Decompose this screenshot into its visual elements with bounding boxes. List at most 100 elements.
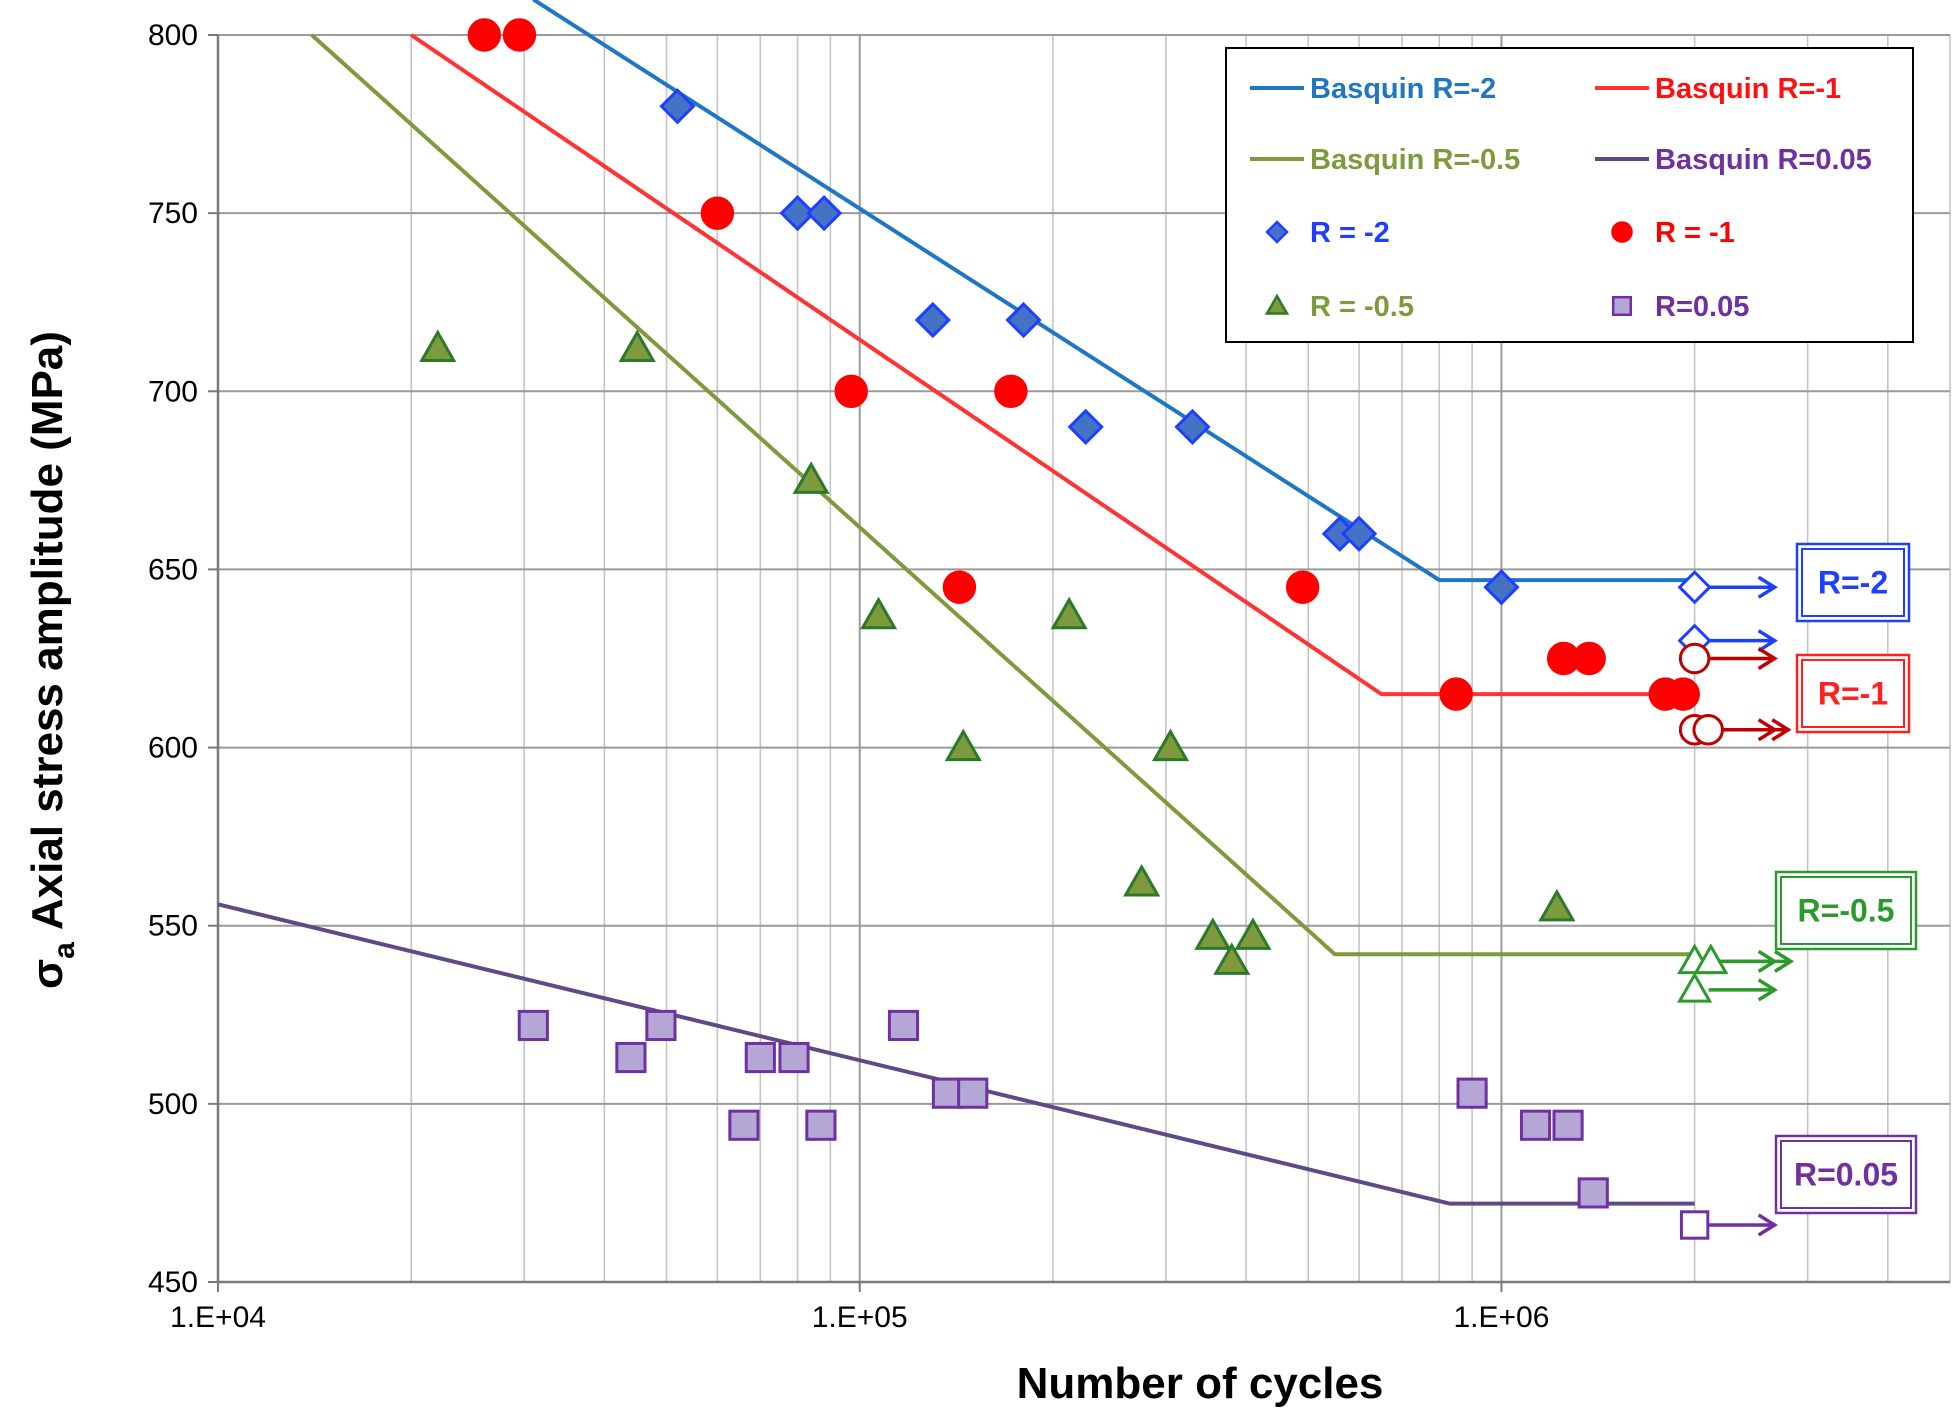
legend-swatch (1611, 221, 1633, 243)
annotation-box-inner (1801, 659, 1905, 728)
data-point (1123, 863, 1161, 897)
data-point (1340, 515, 1378, 552)
annotation-box-outer (1774, 870, 1918, 951)
data-point (1050, 596, 1088, 630)
y-tick-label: 800 (148, 19, 198, 52)
data-point (700, 196, 735, 230)
runout-arrowhead (1773, 949, 1795, 973)
data-point (1151, 728, 1190, 762)
data-point (744, 1041, 776, 1074)
y-axis-title: σa Axial stress amplitude (MPa) (23, 331, 81, 989)
data-point (1285, 570, 1320, 604)
basquin-line (310, 33, 1695, 957)
data-point (502, 18, 537, 52)
annotation-label: R=-1 (1818, 676, 1888, 712)
legend-label: Basquin R=0.05 (1655, 144, 1872, 176)
annotation-label: R=0.05 (1794, 1157, 1898, 1193)
y-tick-label: 550 (148, 910, 198, 943)
annotation-box-outer (1774, 1134, 1918, 1215)
annotation-label: R=-0.5 (1798, 893, 1895, 929)
runout-arrowhead (1757, 647, 1778, 670)
data-point (805, 195, 843, 232)
y-axis-title-text: Axial stress amplitude (MPa) (23, 331, 72, 930)
data-point (834, 374, 868, 408)
annotation-box-inner (1780, 1140, 1912, 1209)
basquin-lines-layer (217, 0, 1695, 1206)
data-point (779, 195, 816, 232)
data-point (1572, 641, 1606, 676)
y-tick-label: 700 (148, 375, 198, 408)
basquin-line (532, 0, 1695, 583)
data-point (994, 374, 1028, 408)
runout-marker (1677, 570, 1712, 605)
y-tick-label: 500 (148, 1088, 198, 1121)
data-point (618, 329, 656, 363)
data-point (942, 570, 977, 604)
legend-box (1225, 47, 1914, 343)
runout-marker (1677, 971, 1713, 1003)
data-point (1067, 408, 1104, 446)
annotation-label: R=-2 (1818, 565, 1888, 601)
data-point (1577, 1177, 1609, 1209)
data-point (1666, 677, 1700, 711)
annotation-box-outer (1795, 653, 1911, 734)
data-point (659, 88, 696, 125)
data-point (1519, 1109, 1552, 1141)
data-point (944, 728, 982, 762)
runout-arrowhead (1757, 1213, 1778, 1237)
data-point (1005, 301, 1042, 339)
legend-label: Basquin R=-2 (1310, 73, 1496, 105)
data-point (419, 329, 457, 363)
axes-layer: 450 500 550 600 650 700 750 800 1.E+04 1.E+05 1.E+… (148, 19, 1950, 1334)
runout-layer (1677, 570, 1795, 1240)
data-point (1234, 917, 1272, 950)
x-axis-title: Number of cycles (1017, 1359, 1384, 1408)
data-point (805, 1109, 837, 1141)
data-point (1456, 1077, 1488, 1109)
runout-arrowhead (1757, 575, 1778, 599)
legend-swatch (1265, 220, 1289, 244)
y-tick-label: 450 (148, 1266, 198, 1299)
data-point (792, 461, 830, 494)
runout-marker (1679, 1210, 1710, 1240)
annotation-box-inner (1801, 548, 1905, 617)
data-point (1483, 569, 1520, 606)
legend-label: R = -0.5 (1310, 291, 1414, 323)
basquin-line (217, 902, 1695, 1206)
legend-label: R = -2 (1310, 217, 1390, 249)
annotation-box-outer (1795, 542, 1911, 623)
data-point (887, 1009, 920, 1042)
runout-arrowhead (1771, 718, 1792, 742)
runout-marker (1678, 642, 1711, 675)
runout-arrowhead (1757, 978, 1778, 1002)
y-tick-label: 600 (148, 732, 198, 765)
y-axis-title-subscript: a (48, 942, 81, 959)
legend-swatch (1611, 295, 1633, 317)
legend-label: R=0.05 (1655, 291, 1749, 323)
legend-label: Basquin R=-1 (1655, 73, 1841, 105)
basquin-line (410, 33, 1695, 697)
data-point (914, 301, 951, 339)
runout-marker (1692, 714, 1724, 746)
runout-marker (1693, 943, 1729, 975)
y-tick-label: 750 (148, 197, 198, 230)
runout-arrowhead (1757, 629, 1778, 653)
x-tick-label: 1.E+04 (170, 1301, 266, 1334)
data-point (1194, 917, 1232, 950)
legend-label: R = -1 (1655, 217, 1735, 249)
y-axis-title-symbol: σ (23, 959, 72, 989)
legend-swatch (1264, 293, 1290, 315)
legend: Basquin R=-2 Basquin R=-1 Basquin R=-0.5 Ba… (1225, 47, 1914, 343)
data-point (1213, 942, 1251, 975)
data-point (728, 1109, 760, 1141)
data-point (1538, 888, 1576, 922)
data-point (615, 1041, 647, 1074)
y-tick-label: 650 (148, 553, 198, 586)
data-point (645, 1009, 677, 1042)
data-point (517, 1009, 549, 1042)
data-point (1174, 408, 1211, 446)
data-points-layer (419, 18, 1700, 1209)
annotation-boxes: R=-2 R=-1 R=-0.5 R=0.05 (1774, 542, 1918, 1215)
